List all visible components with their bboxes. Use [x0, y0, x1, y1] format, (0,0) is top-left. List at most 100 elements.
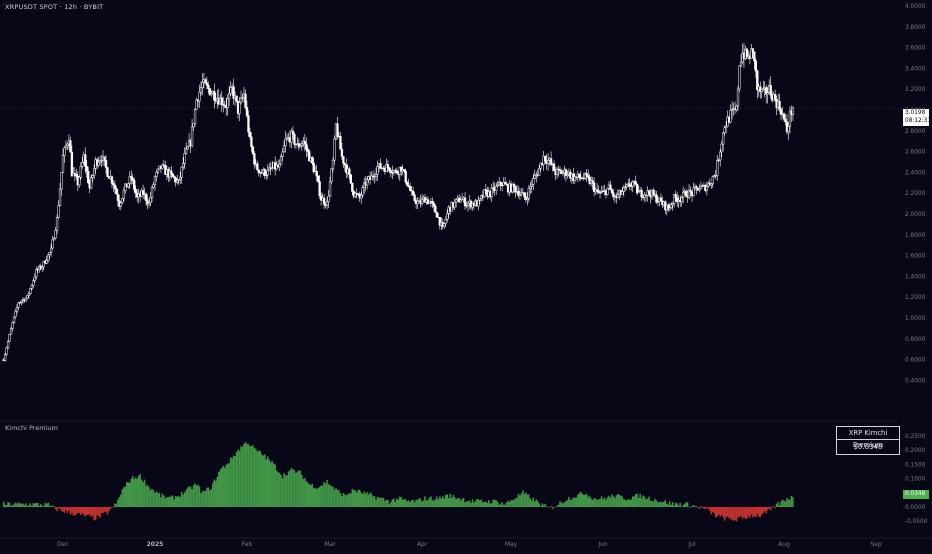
candle-body	[739, 61, 743, 67]
histogram-bar	[704, 507, 707, 510]
candle-body	[555, 168, 559, 176]
indicator-pane-title[interactable]: Kimchi Premium	[5, 424, 58, 432]
histogram-bar	[19, 503, 21, 507]
candle-body	[373, 176, 376, 178]
candle-body	[453, 201, 456, 208]
candle-body	[443, 223, 446, 227]
histogram-bar	[394, 501, 397, 507]
histogram-bar	[628, 499, 631, 507]
candle-body	[42, 260, 45, 268]
indicator-axis-tick: -0.0500	[905, 519, 928, 525]
candle-body	[256, 163, 259, 171]
candle-body	[54, 230, 57, 239]
histogram-bar	[496, 501, 499, 507]
candle-body	[532, 178, 535, 185]
symbol-title[interactable]: XRPUSDT SPOT · 12h · BYBIT	[5, 3, 104, 11]
histogram-bar	[602, 499, 604, 507]
candle-body	[265, 174, 268, 177]
histogram-bar	[499, 504, 502, 507]
candle-body	[523, 192, 526, 198]
histogram-bar	[335, 488, 337, 507]
candle-body	[87, 170, 90, 184]
candle-body	[714, 175, 717, 177]
histogram-bar	[218, 472, 220, 507]
candle-body	[438, 217, 441, 226]
histogram-bar	[701, 507, 704, 508]
candle-body	[315, 171, 318, 177]
histogram-bar	[529, 498, 532, 507]
histogram-bar	[275, 470, 278, 507]
histogram-bar	[126, 482, 128, 507]
histogram-bar	[304, 478, 306, 507]
candle-body	[505, 183, 508, 185]
histogram-bar	[142, 481, 144, 507]
candle-body	[578, 173, 581, 178]
histogram-bar	[575, 497, 578, 507]
kimchi-histogram[interactable]	[2, 441, 794, 522]
histogram-bar	[723, 507, 726, 521]
candle-body	[330, 168, 333, 183]
candle-body	[722, 132, 725, 145]
histogram-bar	[154, 492, 156, 507]
candle-body	[61, 155, 65, 173]
candle-body	[526, 198, 529, 200]
price-axis-tick: 0.4000	[905, 378, 926, 384]
candle-body	[49, 247, 53, 253]
histogram-bar	[373, 496, 376, 507]
time-axis-tick: Aug	[778, 541, 790, 548]
candle-body	[30, 285, 33, 289]
histogram-bar	[32, 503, 35, 507]
price-candles[interactable]	[0, 42, 897, 362]
histogram-bar	[559, 501, 561, 507]
candle-body	[93, 168, 96, 176]
histogram-bar	[134, 477, 137, 507]
candle-body	[241, 97, 244, 99]
candle-body	[723, 127, 726, 134]
histogram-bar	[143, 479, 146, 507]
candle-body	[769, 85, 772, 96]
candle-body	[91, 175, 94, 178]
histogram-bar	[468, 500, 471, 507]
candle-body	[251, 146, 255, 154]
histogram-bar	[261, 454, 263, 507]
histogram-bar	[585, 493, 588, 507]
candle-body	[179, 176, 182, 180]
candle-body	[340, 148, 344, 157]
histogram-bar	[124, 486, 127, 507]
histogram-bar	[409, 501, 411, 507]
histogram-bar	[513, 499, 515, 507]
candle-body	[484, 189, 487, 191]
histogram-bar	[360, 492, 362, 507]
histogram-bar	[35, 502, 38, 507]
histogram-bar	[381, 497, 383, 507]
histogram-bar	[485, 501, 487, 507]
candle-body	[386, 164, 390, 168]
candle-body	[435, 212, 439, 218]
candle-body	[342, 156, 345, 164]
histogram-bar	[473, 502, 475, 507]
candle-body	[3, 353, 7, 361]
histogram-bar	[290, 467, 293, 507]
time-axis-tick: Jul	[687, 541, 696, 548]
histogram-bar	[630, 499, 632, 507]
histogram-bar	[707, 507, 710, 509]
histogram-bar	[428, 497, 431, 507]
candle-body	[317, 175, 320, 182]
candle-body	[171, 173, 174, 177]
histogram-bar	[175, 496, 177, 507]
candle-body	[121, 198, 124, 203]
candle-body	[266, 169, 269, 176]
candle-body	[66, 143, 69, 147]
histogram-bar	[596, 499, 598, 507]
histogram-bar	[157, 492, 159, 507]
histogram-bar	[120, 494, 122, 507]
histogram-bar	[250, 446, 253, 507]
histogram-bar	[333, 489, 336, 507]
histogram-bar	[286, 475, 288, 507]
time-axis-tick: Apr	[417, 541, 428, 548]
candle-body	[9, 328, 13, 335]
candle-body	[15, 307, 19, 312]
histogram-bar	[183, 492, 186, 507]
